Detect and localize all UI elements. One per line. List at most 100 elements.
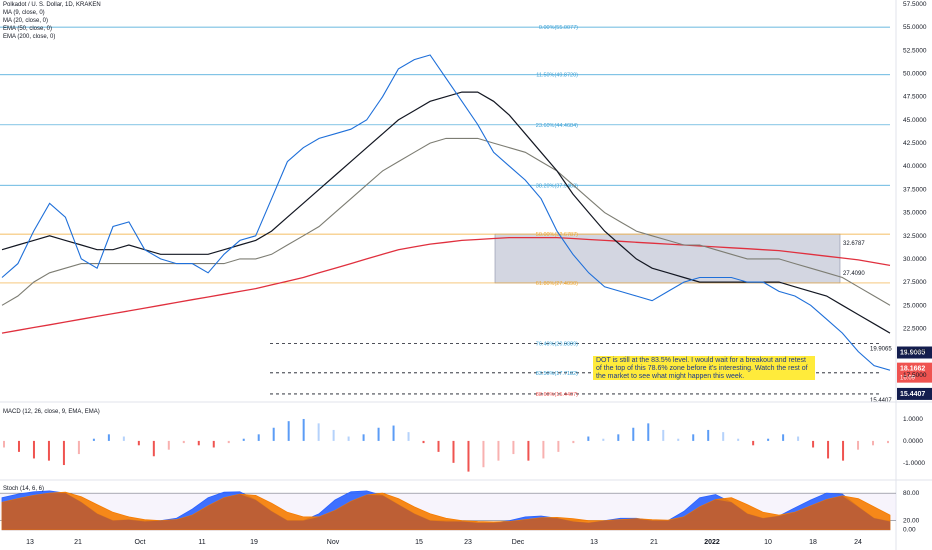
time-tick-0: 13 — [26, 539, 34, 546]
stoch-title: Stoch (14, 6, 6) — [3, 486, 45, 492]
macd-bar-14 — [212, 440, 215, 448]
price-tag-0 — [897, 346, 932, 359]
stoch-pane[interactable] — [0, 490, 896, 531]
legend-ema50[interactable]: EMA (50, close, 0) — [3, 26, 53, 32]
macd-bar-25 — [377, 427, 380, 441]
macd-bar-18 — [272, 427, 275, 441]
macd-bar-13 — [197, 440, 200, 446]
level-label-0: 19.9065 — [870, 347, 892, 353]
time-tick-7: 23 — [464, 539, 472, 546]
fib-label-2: 23.60%(44.4684) — [536, 123, 578, 129]
macd-bar-49 — [737, 438, 740, 441]
macd-bar-27 — [407, 432, 410, 441]
time-tick-12: 10 — [764, 539, 772, 546]
note-callout[interactable]: DOT is still at the 83.5% level. I would… — [593, 356, 815, 380]
price-tick-0: 57.5000 — [903, 1, 927, 8]
stoch-legend[interactable]: Stoch (14, 6, 6) — [3, 485, 44, 493]
price-tick-13: 25.0000 — [903, 302, 927, 309]
price-axis[interactable]: 19.9065 18.1662 16:09 15.4407 57.5000 55.0000… — [897, 1, 932, 534]
macd-bar-17 — [257, 434, 260, 441]
macd-bar-9 — [137, 440, 140, 446]
macd-bar-20 — [302, 418, 305, 441]
price-tick-6: 42.5000 — [903, 140, 927, 147]
macd-legend[interactable]: MACD (12, 26, close, 9, EMA, EMA) — [3, 408, 100, 416]
macd-bar-23 — [347, 436, 350, 441]
price-tag-2 — [897, 387, 932, 400]
time-tick-3: 11 — [198, 539, 205, 546]
price-tick-5: 45.0000 — [903, 117, 927, 124]
macd-bar-40 — [602, 438, 605, 441]
time-tick-14: 24 — [854, 539, 862, 546]
macd-bar-44 — [662, 429, 665, 441]
price-tick-7: 40.0000 — [903, 163, 927, 170]
time-tick-4: 19 — [250, 539, 258, 546]
legend-ma20[interactable]: MA (20, close, 0) — [3, 18, 49, 24]
macd-bar-31 — [467, 440, 470, 472]
time-tick-2: Oct — [135, 539, 146, 546]
macd-bar-48 — [722, 432, 725, 441]
fib-label-8: 88.60%(15.4407) — [536, 392, 578, 398]
price-tick-2: 52.5000 — [903, 47, 927, 54]
macd-tick-2: -1.0000 — [903, 460, 925, 467]
macd-bar-59 — [887, 440, 889, 444]
macd-bar-7 — [107, 434, 110, 441]
macd-bar-19 — [287, 421, 290, 441]
macd-bar-56 — [842, 440, 845, 461]
macd-bar-58 — [872, 440, 875, 446]
macd-bar-11 — [167, 440, 170, 450]
macd-bar-52 — [782, 434, 785, 441]
fib-label-7: 83.50%(17.7182) — [536, 371, 578, 377]
price-tag-1 — [897, 362, 932, 383]
macd-bar-37 — [557, 440, 560, 452]
price-tick-16: 17.5000 — [903, 372, 927, 379]
legend-ma9[interactable]: MA (9, close, 0) — [3, 10, 45, 16]
price-tick-4: 47.5000 — [903, 94, 927, 101]
ma9-line — [1, 54, 891, 371]
macd-bar-12 — [182, 440, 185, 444]
price-tick-1: 55.0000 — [903, 24, 927, 31]
indicator-legend: Polkadot / U. S. Dollar, 1D, KRAKEN MA (… — [3, 1, 101, 41]
macd-bar-29 — [437, 440, 440, 452]
time-tick-13: 18 — [809, 539, 817, 546]
stoch-tick-1: 20.00 — [903, 518, 920, 525]
macd-bar-0 — [3, 440, 5, 448]
price-tag-label-1: 18.1662 — [900, 366, 925, 373]
price-tick-8: 37.5000 — [903, 186, 927, 193]
ema200-line — [1, 236, 891, 334]
price-tick-3: 50.0000 — [903, 71, 927, 78]
fib-label-0: 0.00%(55.0077) — [539, 25, 578, 31]
time-tick-9: 13 — [590, 539, 598, 546]
price-tick-14: 22.5000 — [903, 325, 927, 332]
macd-pane[interactable] — [3, 418, 889, 472]
stoch-tick-2: 0.00 — [903, 527, 916, 534]
macd-bar-54 — [812, 440, 815, 448]
price-tag-label-2: 15.4407 — [900, 391, 925, 398]
macd-bar-10 — [152, 440, 155, 457]
macd-bar-43 — [647, 423, 650, 441]
macd-bar-1 — [17, 440, 20, 452]
fib-label-4: 50.00%(32.6787) — [536, 232, 578, 238]
macd-bar-6 — [92, 438, 95, 441]
macd-bar-38 — [572, 440, 575, 444]
macd-tick-1: 0.0000 — [903, 438, 923, 445]
macd-bar-45 — [677, 438, 680, 441]
macd-bar-5 — [77, 440, 80, 455]
macd-bar-41 — [617, 434, 620, 441]
legend-ema200[interactable]: EMA (200, close, 0) — [3, 34, 56, 40]
macd-bar-42 — [632, 427, 635, 441]
symbol-title: Polkadot / U. S. Dollar, 1D, KRAKEN — [3, 2, 101, 8]
macd-bar-22 — [332, 429, 335, 441]
time-tick-6: 15 — [415, 539, 423, 546]
macd-bar-50 — [752, 440, 755, 446]
time-tick-10: 21 — [650, 539, 658, 546]
time-axis[interactable]: 13 21 Oct 11 19 Nov 15 23 Dec 13 21 2022 10 18 24 — [26, 539, 862, 546]
level-label-2: 15.4407 — [870, 398, 892, 404]
macd-bar-47 — [707, 429, 710, 441]
price-tick-12: 27.5000 — [903, 279, 927, 286]
price-tick-9: 35.0000 — [903, 210, 927, 217]
fib-label-5: 61.80%(27.4090) — [536, 281, 578, 287]
fib-label-6: 76.40%(20.8889) — [536, 341, 578, 347]
macd-bar-8 — [122, 436, 125, 441]
